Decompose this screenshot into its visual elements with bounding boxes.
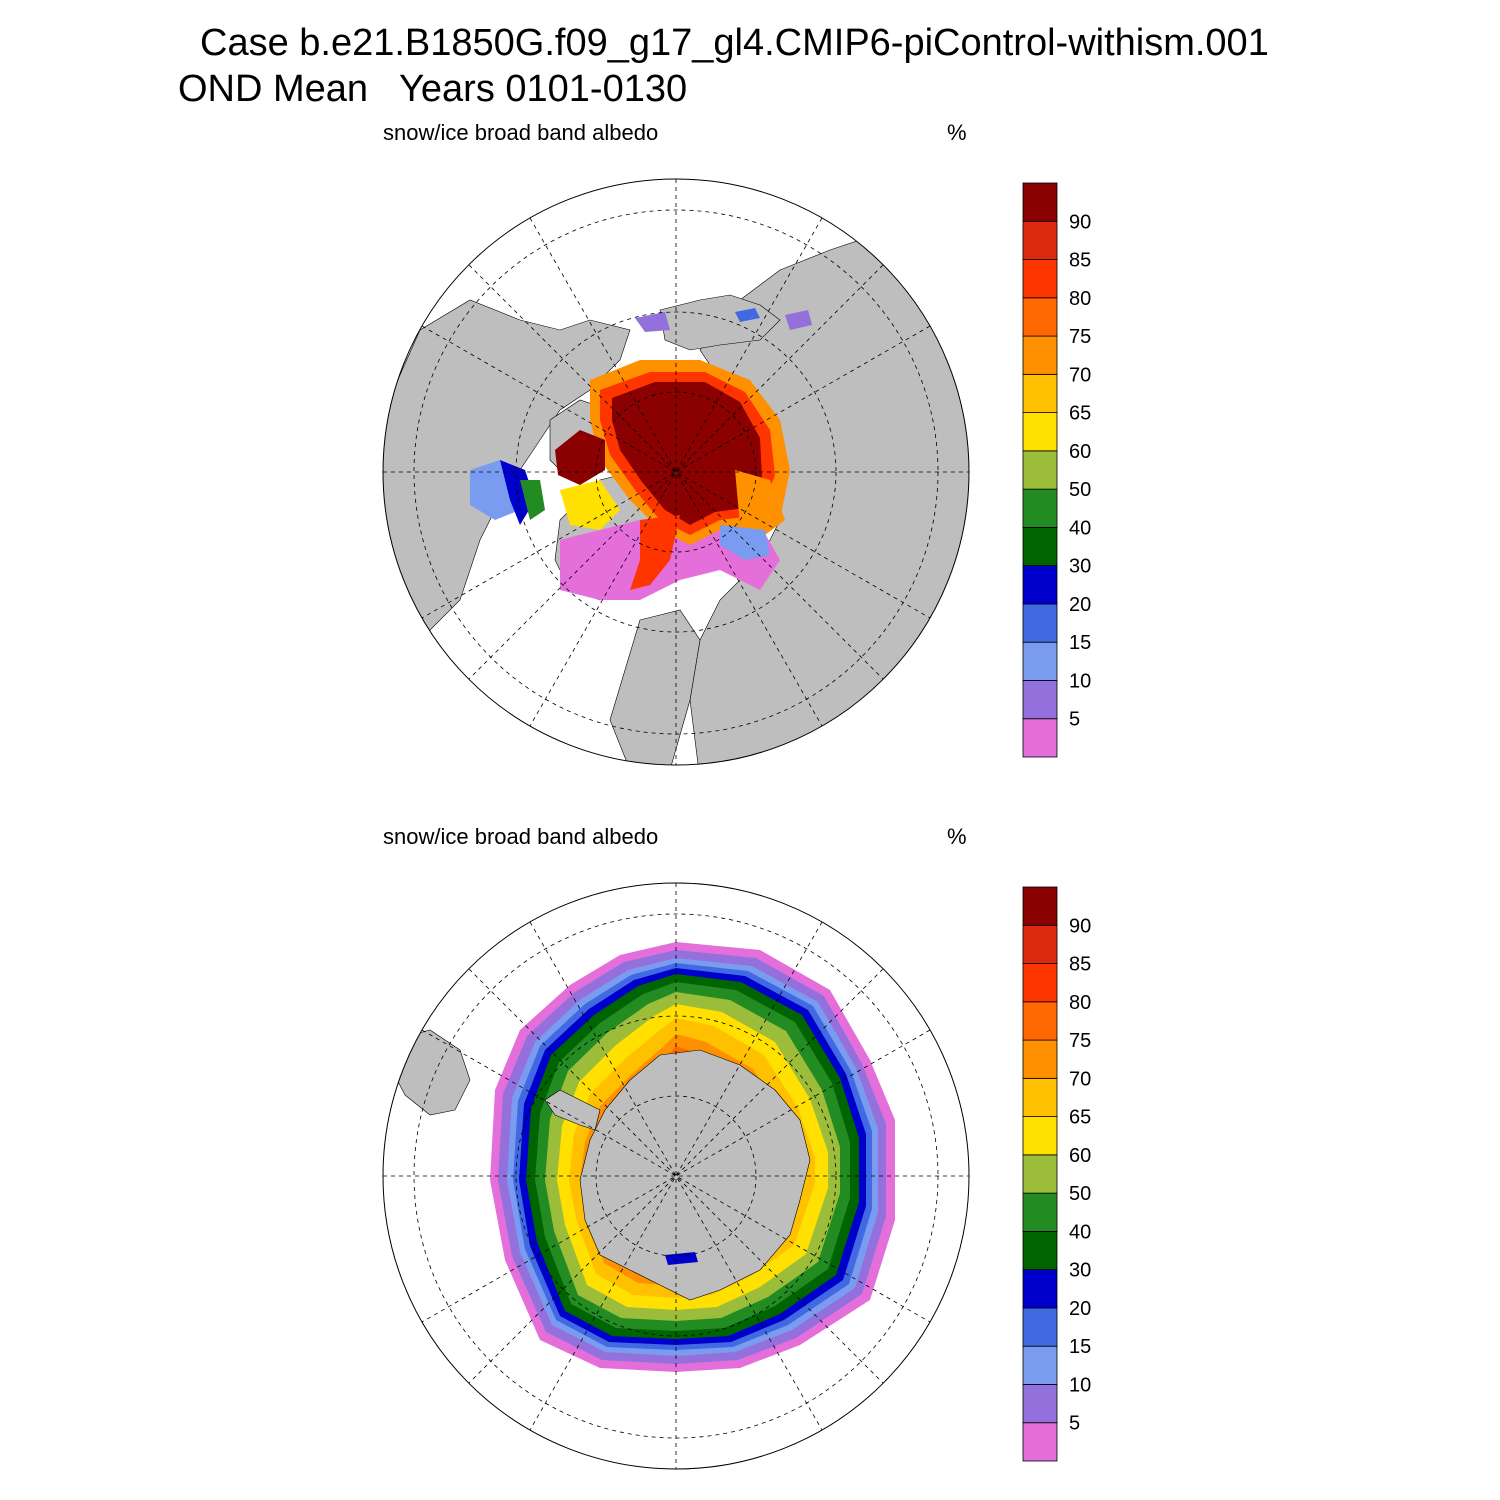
north-colorbar-swatch: [1022, 488, 1058, 528]
north-colorbar-swatch: [1022, 718, 1058, 758]
south-polar-map: [382, 882, 970, 1470]
south-colorbar-tick-label: 60: [1069, 1145, 1091, 1167]
south-colorbar-swatch: [1022, 886, 1058, 926]
title-line-1: Case b.e21.B1850G.f09_g17_gl4.CMIP6-piCo…: [200, 22, 1269, 64]
south-colorbar-swatch: [1022, 1192, 1058, 1232]
north-colorbar-tick-label: 85: [1069, 250, 1091, 272]
north-colorbar-tick-label: 90: [1069, 211, 1091, 233]
south-colorbar-tick-label: 5: [1069, 1413, 1080, 1435]
south-land-antarctica: [579, 1049, 811, 1301]
north-colorbar-tick-label: 10: [1069, 670, 1091, 692]
north-colorbar-swatch: [1022, 641, 1058, 681]
north-polar-map: [382, 178, 970, 766]
south-colorbar-tick-label: 65: [1069, 1107, 1091, 1129]
north-colorbar-swatch: [1022, 220, 1058, 260]
north-ice-baltic: [720, 525, 770, 560]
south-colorbar-tick-label: 75: [1069, 1030, 1091, 1052]
south-colorbar-tick-label: 10: [1069, 1374, 1091, 1396]
north-colorbar-tick-label: 40: [1069, 517, 1091, 539]
south-colorbar-swatch: [1022, 1422, 1058, 1462]
south-map-border: [382, 882, 970, 1470]
south-land-antarctic-peninsula: [544, 1089, 601, 1131]
north-colorbar-tick-label: 65: [1069, 403, 1091, 425]
south-colorbar-tick-label: 40: [1069, 1221, 1091, 1243]
south-colorbar-tick-label: 90: [1069, 915, 1091, 937]
north-ice-band-60: [560, 480, 620, 530]
north-colorbar-swatch: [1022, 182, 1058, 222]
south-colorbar-swatch: [1022, 1231, 1058, 1271]
south-colorbar-swatch: [1022, 1001, 1058, 1041]
north-panel-label: snow/ice broad band albedo: [383, 120, 659, 145]
north-colorbar-swatch: [1022, 335, 1058, 375]
south-ice-field: [391, 942, 895, 1372]
north-colorbar-tick-label: 70: [1069, 364, 1091, 386]
north-ice-field: [470, 308, 812, 600]
south-colorbar-swatch: [1022, 963, 1058, 1003]
north-colorbar: 5 10 15 20 30 40 50 60 65 70 75 80 85 90: [1022, 182, 1091, 758]
north-colorbar-swatch: [1022, 412, 1058, 452]
north-panel-unit: %: [947, 120, 967, 145]
title-line-2: OND Mean Years 0101-0130: [178, 68, 688, 110]
north-colorbar-tick-label: 50: [1069, 479, 1091, 501]
south-colorbar-swatch: [1022, 1077, 1058, 1118]
north-ice-band-90: [612, 382, 762, 525]
south-panel-label: snow/ice broad band albedo: [383, 824, 659, 849]
south-colorbar-swatch: [1022, 1154, 1058, 1194]
south-colorbar-swatch: [1022, 1269, 1058, 1309]
south-ice-ross: [665, 1252, 698, 1265]
north-colorbar-swatch: [1022, 450, 1058, 490]
north-colorbar-swatch: [1022, 259, 1058, 299]
south-colorbar-swatch: [1022, 1345, 1058, 1385]
north-colorbar-tick-label: 20: [1069, 594, 1091, 616]
north-land-europe: [609, 609, 701, 765]
south-colorbar-swatch: [1022, 1307, 1058, 1347]
north-map-border: [382, 178, 970, 766]
north-colorbar-swatch: [1022, 603, 1058, 643]
north-colorbar-tick-label: 80: [1069, 288, 1091, 310]
north-colorbar-swatch: [1022, 373, 1058, 414]
south-colorbar-tick-label: 85: [1069, 954, 1091, 976]
south-colorbar-tick-label: 30: [1069, 1260, 1091, 1282]
north-land-siberia: [659, 294, 781, 351]
south-colorbar: 5 10 15 20 30 40 50 60 65 70 75 80 85 90: [1022, 886, 1091, 1462]
north-ice-greenland-strait: [630, 515, 680, 590]
south-colorbar-swatch: [1022, 1384, 1058, 1424]
north-colorbar-tick-label: 5: [1069, 709, 1080, 731]
south-panel-unit: %: [947, 824, 967, 849]
north-colorbar-tick-label: 60: [1069, 441, 1091, 463]
north-colorbar-swatch: [1022, 680, 1058, 720]
north-colorbar-swatch: [1022, 565, 1058, 605]
south-colorbar-tick-label: 80: [1069, 992, 1091, 1014]
north-colorbar-tick-label: 30: [1069, 556, 1091, 578]
north-ice-band-40: [520, 480, 545, 520]
north-colorbar-swatch: [1022, 297, 1058, 337]
south-colorbar-tick-label: 20: [1069, 1298, 1091, 1320]
south-colorbar-swatch: [1022, 924, 1058, 964]
south-graticule: [383, 883, 969, 1469]
north-ice-archipelago: [555, 430, 605, 485]
north-ice-okhotsk: [735, 308, 760, 322]
south-colorbar-swatch: [1022, 1039, 1058, 1079]
north-ice-barents: [735, 470, 785, 535]
south-colorbar-tick-label: 50: [1069, 1183, 1091, 1205]
north-colorbar-tick-label: 75: [1069, 326, 1091, 348]
south-colorbar-tick-label: 15: [1069, 1336, 1091, 1358]
north-colorbar-tick-label: 15: [1069, 632, 1091, 654]
south-colorbar-tick-label: 70: [1069, 1068, 1091, 1090]
north-colorbar-swatch: [1022, 527, 1058, 567]
north-graticule: [383, 179, 969, 765]
north-ice-bering: [635, 312, 670, 332]
south-colorbar-swatch: [1022, 1116, 1058, 1156]
north-ice-okhotsk-2: [785, 310, 812, 330]
